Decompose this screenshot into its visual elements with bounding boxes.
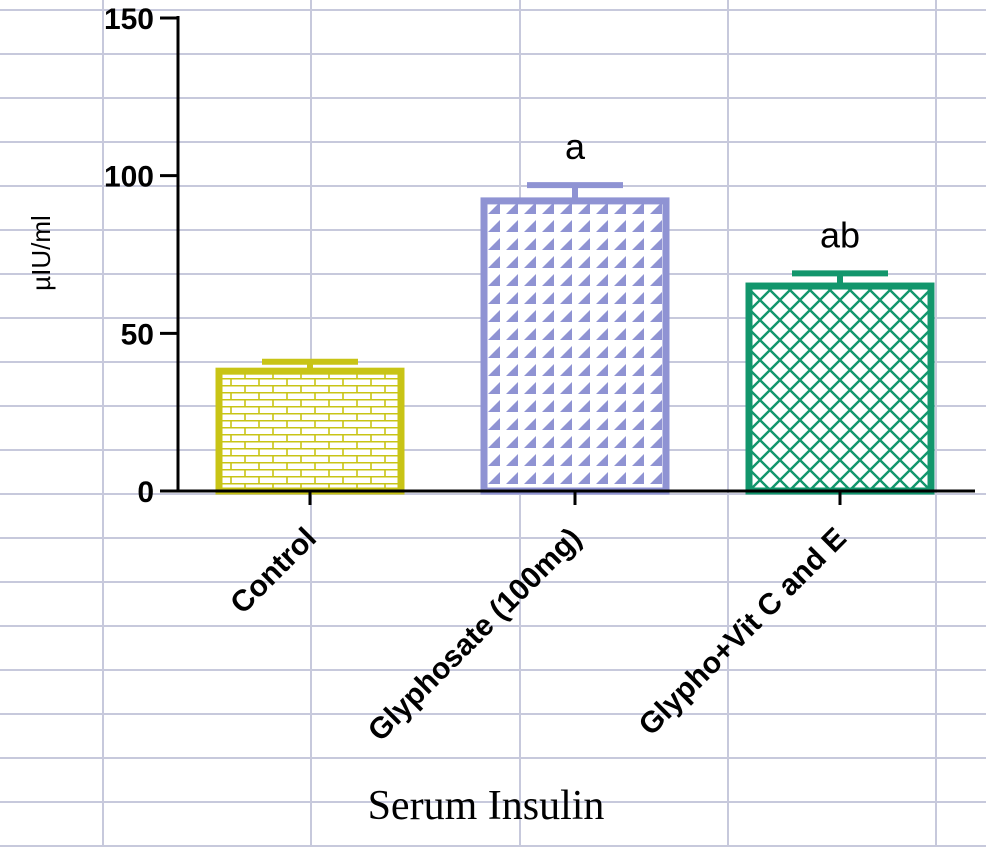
- significance-label: ab: [820, 214, 860, 255]
- y-ticks: 0 50 100 150: [104, 3, 178, 509]
- x-category-labels: Control Glyphosate (100mg) Glypho+Vit C an…: [224, 491, 853, 748]
- significance-label: a: [565, 126, 586, 167]
- bar-control: [215, 367, 405, 495]
- y-axis-label: µIU/ml: [26, 215, 56, 291]
- bar-glyphosate-100mg: [480, 197, 670, 495]
- x-category-label: Glypho+Vit C and E: [633, 522, 853, 742]
- y-tick-label: 50: [121, 318, 154, 351]
- bar-glypho-vit-c-and-e: [745, 282, 935, 495]
- y-tick-label: 150: [104, 3, 154, 36]
- x-category-label: Control: [224, 522, 323, 621]
- chart-title: Serum Insulin: [368, 783, 605, 829]
- bars: a ab: [215, 126, 935, 495]
- y-tick-label: 0: [137, 476, 154, 509]
- y-tick-label: 100: [104, 161, 154, 194]
